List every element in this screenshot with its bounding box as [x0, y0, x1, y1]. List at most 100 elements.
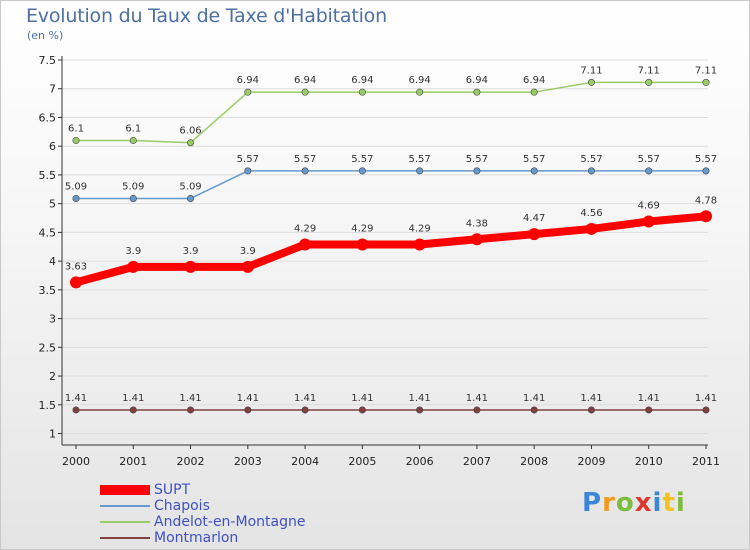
data-point [416, 88, 424, 96]
data-point [358, 88, 366, 96]
data-label: 6.94 [237, 75, 259, 86]
data-label: 4.29 [351, 223, 373, 234]
x-tick-label: 2001 [119, 455, 147, 468]
data-point [184, 260, 197, 273]
x-tick-label: 2003 [234, 455, 262, 468]
y-tick-label: 6.5 [39, 111, 57, 124]
data-label: 5.57 [695, 154, 717, 165]
data-point [645, 78, 653, 86]
series-line-chapois [75, 170, 707, 200]
data-label: 4.47 [523, 213, 545, 224]
data-point [129, 194, 137, 202]
data-point [587, 167, 595, 175]
data-point [187, 139, 195, 147]
data-label: 6.94 [466, 75, 488, 86]
data-point [301, 406, 309, 414]
data-label: 5.09 [122, 181, 144, 192]
data-point [129, 406, 137, 414]
data-label: 5.57 [409, 154, 431, 165]
data-label: 4.78 [695, 195, 717, 206]
data-label: 5.57 [523, 154, 545, 165]
data-label: 4.69 [638, 200, 660, 211]
data-label: 5.09 [179, 181, 201, 192]
proxiti-logo: Proxiti [582, 488, 686, 518]
legend-label: Chapois [154, 498, 210, 514]
data-label: 3.9 [183, 246, 199, 257]
data-point [473, 406, 481, 414]
data-label: 1.41 [122, 393, 144, 404]
data-point [530, 88, 538, 96]
data-label: 4.29 [294, 223, 316, 234]
series-line-andelot-en-montagne [75, 81, 707, 144]
data-point [645, 406, 653, 414]
data-label: 1.41 [237, 393, 259, 404]
data-label: 4.38 [466, 218, 488, 229]
data-label: 5.57 [351, 154, 373, 165]
data-label: 1.41 [638, 393, 660, 404]
data-label: 6.1 [125, 123, 141, 134]
data-label: 5.57 [294, 154, 316, 165]
y-tick-label: 3.5 [39, 284, 57, 297]
chart-unit: (en %) [27, 29, 64, 42]
data-point [530, 406, 538, 414]
data-label: 3.9 [125, 246, 141, 257]
data-point [72, 194, 80, 202]
data-label: 1.41 [351, 393, 373, 404]
x-tick-label: 2009 [577, 455, 605, 468]
data-label: 1.41 [409, 393, 431, 404]
y-tick-label: 4 [49, 255, 56, 268]
y-tick-label: 7 [49, 83, 56, 96]
data-label: 7.11 [580, 65, 602, 76]
data-label: 3.9 [240, 246, 256, 257]
data-label: 1.41 [65, 393, 87, 404]
data-point [470, 233, 483, 246]
data-label: 6.1 [68, 123, 84, 134]
data-point [241, 260, 254, 273]
data-label: 1.41 [294, 393, 316, 404]
data-point [585, 222, 598, 235]
x-tick-label: 2006 [406, 455, 434, 468]
data-point [301, 88, 309, 96]
y-tick-label: 6 [49, 140, 56, 153]
data-point [187, 406, 195, 414]
data-point [473, 167, 481, 175]
data-label: 1.41 [580, 393, 602, 404]
data-point [416, 406, 424, 414]
data-point [244, 406, 252, 414]
data-point [301, 167, 309, 175]
data-label: 5.57 [237, 154, 259, 165]
data-label: 5.57 [466, 154, 488, 165]
x-tick-label: 2004 [291, 455, 319, 468]
data-point [413, 238, 426, 251]
data-label: 5.09 [65, 181, 87, 192]
data-label: 4.29 [409, 223, 431, 234]
data-point [587, 78, 595, 86]
data-label: 6.94 [523, 75, 545, 86]
x-tick-label: 2008 [520, 455, 548, 468]
legend-swatch [100, 485, 150, 495]
data-point [358, 406, 366, 414]
y-tick-label: 2 [49, 370, 56, 383]
y-tick-label: 1.5 [39, 399, 57, 412]
data-label: 7.11 [638, 65, 660, 76]
data-point [530, 167, 538, 175]
data-point [187, 194, 195, 202]
data-point [587, 406, 595, 414]
data-point [72, 136, 80, 144]
data-label: 1.41 [695, 393, 717, 404]
x-tick-label: 2007 [463, 455, 491, 468]
legend-swatch [100, 537, 150, 539]
data-point [642, 215, 655, 228]
data-label: 6.06 [179, 126, 201, 137]
data-label: 6.94 [351, 75, 373, 86]
data-point [244, 167, 252, 175]
data-label: 1.41 [466, 393, 488, 404]
data-label: 6.94 [294, 75, 316, 86]
legend-swatch [100, 521, 150, 523]
x-tick-label: 2000 [62, 455, 90, 468]
data-point [645, 167, 653, 175]
data-point [129, 136, 137, 144]
y-tick-label: 1 [49, 428, 56, 441]
data-label: 5.57 [580, 154, 602, 165]
